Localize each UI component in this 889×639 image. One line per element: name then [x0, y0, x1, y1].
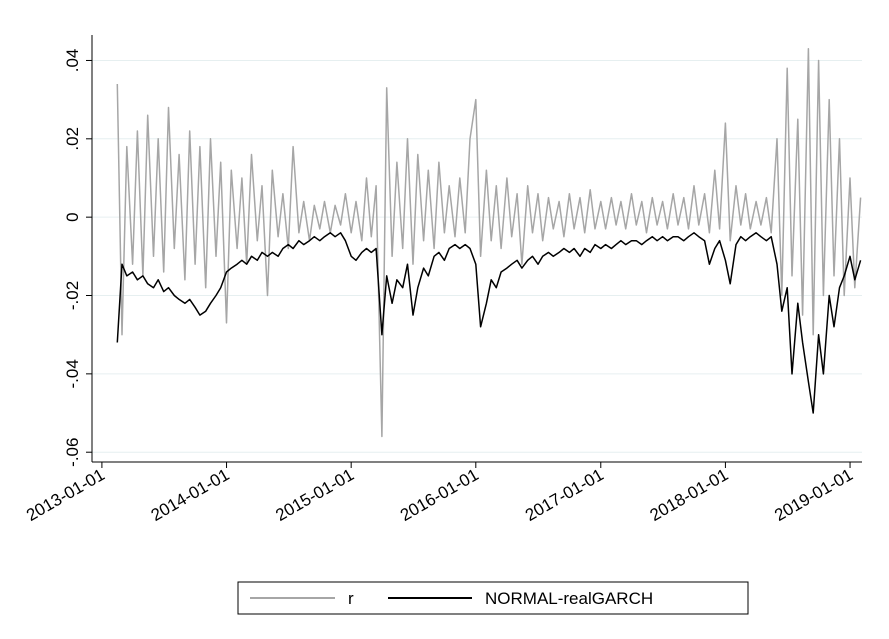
y-tick-label: -.04: [63, 359, 82, 388]
y-tick-label: -.02: [63, 281, 82, 310]
x-tick-label: 2013-01-01: [23, 465, 108, 525]
y-tick-label: .04: [63, 49, 82, 73]
y-tick-label: 0: [63, 212, 82, 221]
series-line: [117, 49, 860, 437]
x-tick-label: 2018-01-01: [647, 465, 732, 525]
x-tick-label: 2014-01-01: [148, 465, 233, 525]
x-tick-label: 2019-01-01: [771, 465, 856, 525]
y-tick-label: -.06: [63, 438, 82, 467]
x-tick-label: 2017-01-01: [522, 465, 607, 525]
legend-label: NORMAL-realGARCH: [485, 589, 653, 608]
x-tick-label: 2015-01-01: [272, 465, 357, 525]
legend-label: r: [348, 589, 354, 608]
x-tick-label: 2016-01-01: [397, 465, 482, 525]
chart: r NORMAL-realGARCH -.06 -.04 -.02 0 .02 .04 20…: [0, 0, 889, 639]
y-tick-label: .02: [63, 127, 82, 151]
